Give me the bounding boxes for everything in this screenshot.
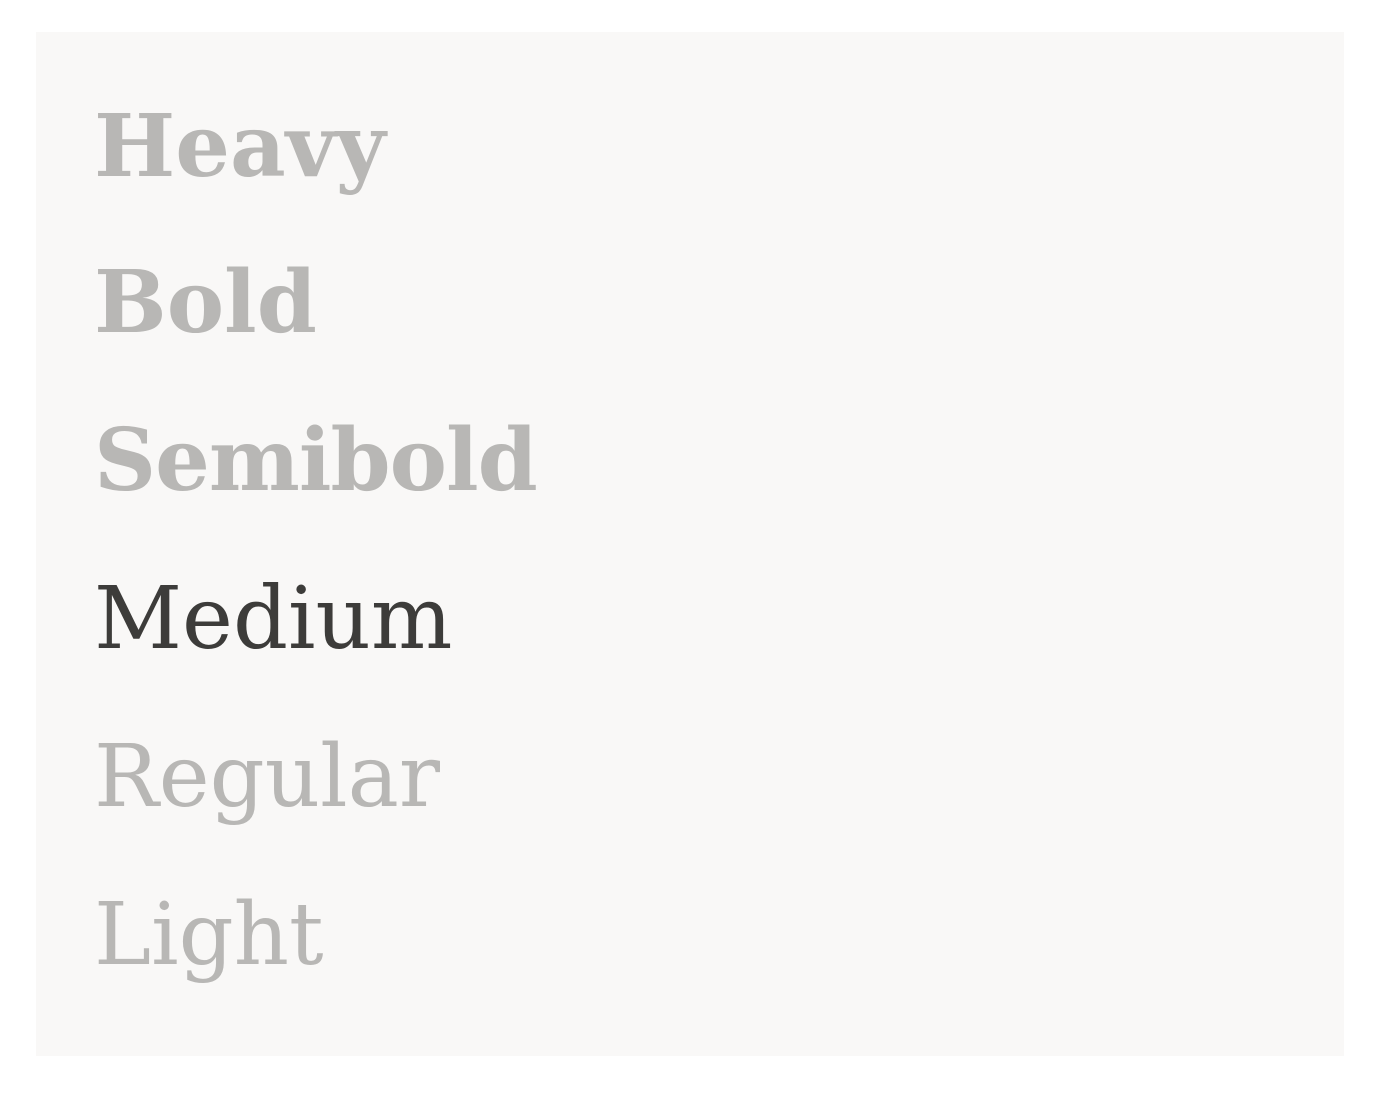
font-weight-panel: Heavy Bold Semibold Medium Regular Light	[36, 32, 1344, 1056]
weight-option-light[interactable]: Light	[94, 885, 324, 985]
weight-option-heavy[interactable]: Heavy	[94, 96, 386, 197]
weight-option-medium[interactable]: Medium	[94, 569, 453, 669]
weight-option-regular[interactable]: Regular	[94, 727, 440, 827]
weight-option-semibold[interactable]: Semibold	[94, 410, 538, 511]
weight-option-bold[interactable]: Bold	[94, 252, 317, 353]
